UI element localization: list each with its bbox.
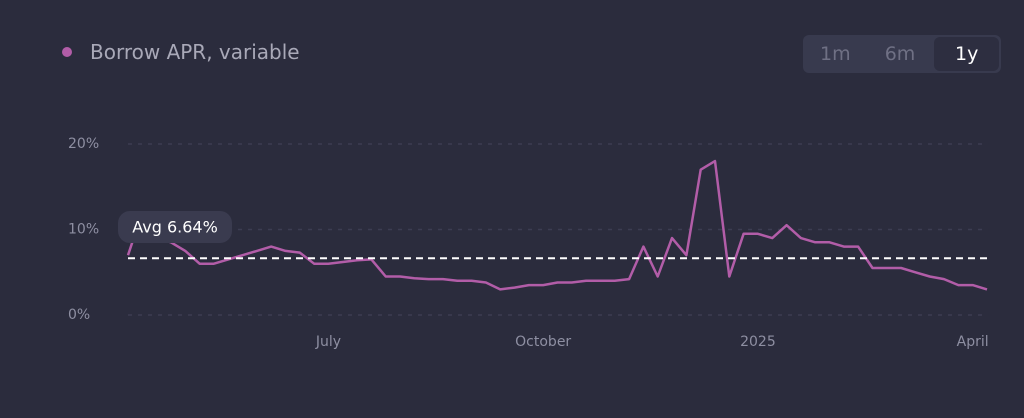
- x-tick-label: 2025: [740, 334, 776, 350]
- range-button[interactable]: 6m: [884, 43, 916, 65]
- y-tick-label: 0%: [68, 307, 90, 323]
- y-tick-label: 10%: [68, 222, 99, 238]
- series-line: [126, 159, 988, 291]
- average-label-bg: [118, 211, 232, 243]
- legend-label: Borrow APR, variable: [90, 40, 300, 64]
- x-tick-label: April: [957, 334, 989, 350]
- range-button[interactable]: 1m: [820, 43, 851, 65]
- x-tick-label: October: [515, 334, 571, 350]
- y-tick-label: 20%: [68, 136, 99, 152]
- range-selector: 1m 6m 1y: [803, 35, 1001, 73]
- legend: Borrow APR, variable: [62, 40, 300, 64]
- legend-marker: [62, 47, 72, 57]
- range-button[interactable]: 1y: [934, 37, 1000, 71]
- x-tick-label: July: [315, 334, 341, 350]
- average-label: Avg 6.64%: [132, 218, 218, 237]
